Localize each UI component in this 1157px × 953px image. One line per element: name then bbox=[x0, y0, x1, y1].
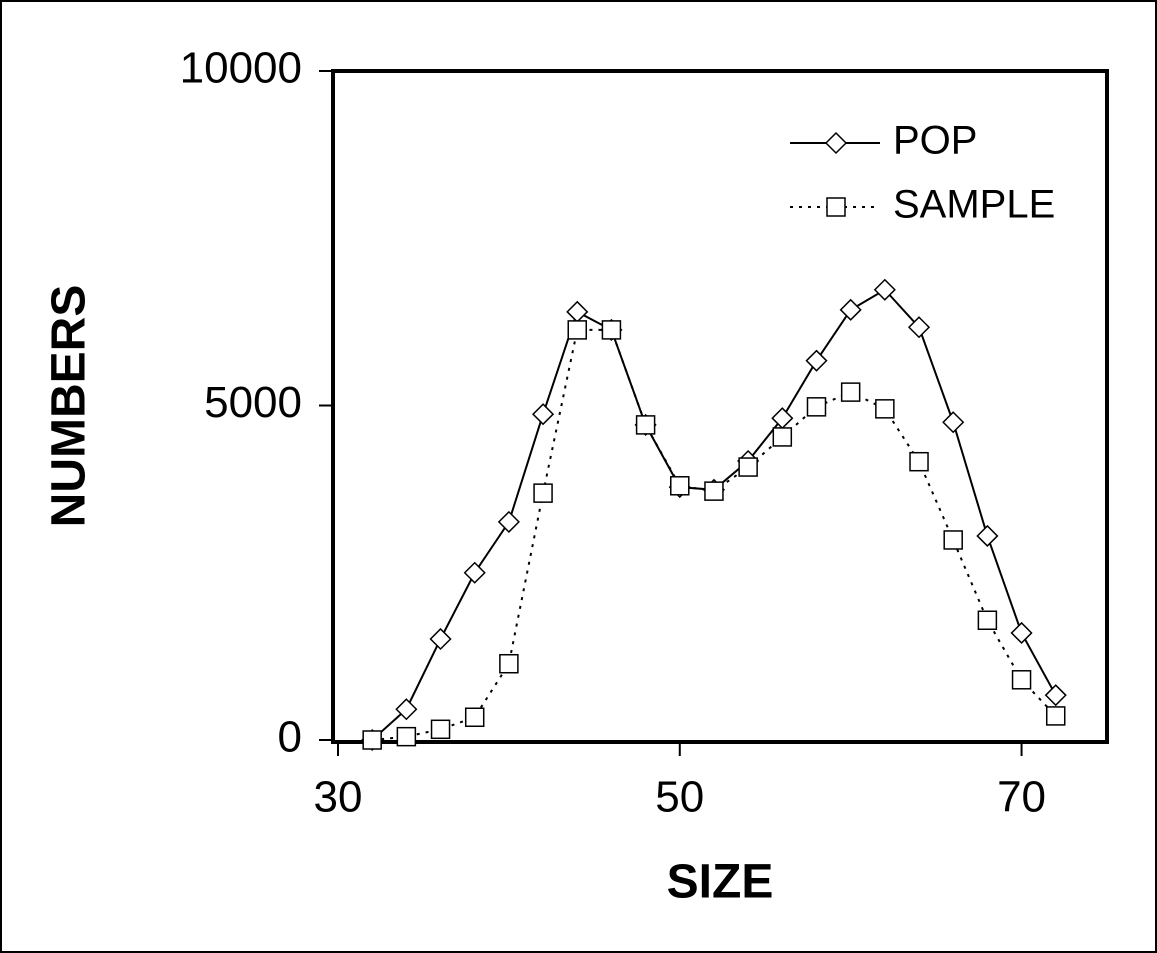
marker bbox=[704, 481, 724, 501]
marker bbox=[464, 707, 485, 728]
y-tick-label: 10000 bbox=[180, 44, 302, 93]
marker bbox=[839, 298, 862, 321]
marker bbox=[907, 316, 931, 339]
marker bbox=[772, 427, 793, 447]
marker bbox=[463, 561, 486, 584]
marker bbox=[909, 451, 929, 472]
marker bbox=[738, 457, 758, 477]
y-tick-label: 0 bbox=[278, 713, 302, 762]
legend-marker bbox=[826, 197, 846, 217]
marker bbox=[943, 530, 963, 550]
marker bbox=[396, 726, 417, 747]
legend-label: SAMPLE bbox=[893, 183, 1055, 227]
x-axis-label: SIZE bbox=[667, 856, 774, 909]
y-axis-label: NUMBERS bbox=[43, 285, 96, 528]
marker bbox=[395, 698, 418, 721]
marker bbox=[601, 320, 622, 340]
marker bbox=[1011, 670, 1032, 690]
marker bbox=[499, 653, 519, 674]
marker bbox=[532, 403, 555, 426]
marker bbox=[1010, 621, 1033, 645]
marker bbox=[875, 399, 895, 419]
marker bbox=[533, 483, 553, 503]
marker bbox=[497, 510, 520, 533]
x-tick-label: 70 bbox=[997, 773, 1046, 822]
marker bbox=[670, 476, 690, 496]
x-tick-label: 30 bbox=[314, 773, 363, 822]
marker bbox=[976, 524, 999, 548]
marker bbox=[977, 610, 998, 630]
marker bbox=[1045, 706, 1066, 726]
marker bbox=[806, 397, 827, 417]
marker bbox=[942, 411, 965, 434]
marker bbox=[430, 719, 451, 740]
marker bbox=[362, 730, 382, 750]
legend-label: POP bbox=[893, 119, 977, 163]
marker bbox=[635, 415, 656, 435]
x-tick-label: 50 bbox=[655, 773, 704, 822]
marker bbox=[1044, 684, 1067, 707]
marker bbox=[567, 320, 587, 340]
marker bbox=[840, 382, 861, 402]
legend-marker bbox=[824, 131, 848, 155]
marker bbox=[805, 349, 828, 372]
y-tick-label: 5000 bbox=[204, 378, 302, 427]
marker bbox=[873, 278, 896, 301]
marker bbox=[429, 627, 452, 651]
